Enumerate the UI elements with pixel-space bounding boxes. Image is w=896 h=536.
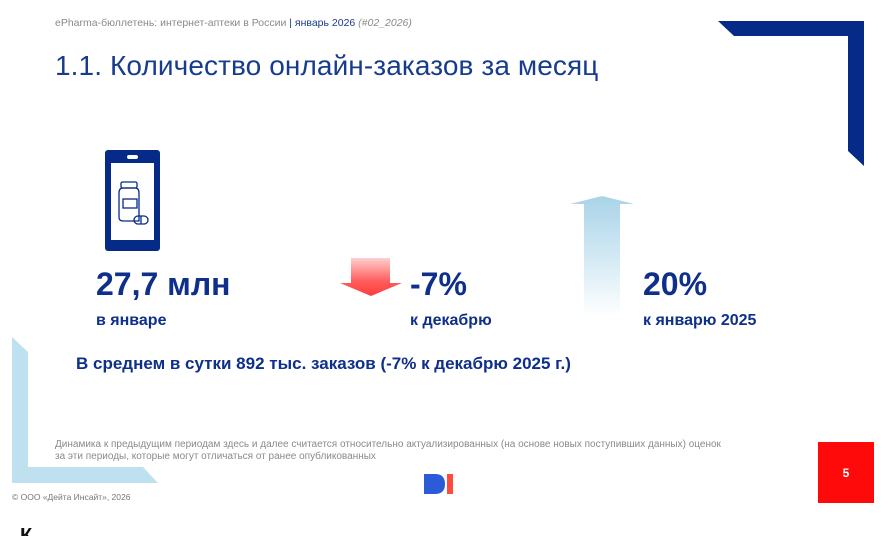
page-number-badge: 5 xyxy=(818,442,874,503)
mom-change-value: -7% xyxy=(410,266,467,302)
orders-count-value: 27,7 млн xyxy=(96,266,231,302)
arrow-down-icon xyxy=(340,258,402,296)
yoy-change-label: к январю 2025 xyxy=(643,312,757,329)
daily-average-summary: В среднем в сутки 892 тыс. заказов (-7% … xyxy=(76,354,571,373)
corner-bracket-bottom-left xyxy=(12,337,158,483)
data-insight-logo xyxy=(424,474,453,494)
orders-count-label: в январе xyxy=(96,312,167,329)
copyright: © ООО «Дейта Инсайт», 2026 xyxy=(12,492,131,502)
corner-bracket-top-right xyxy=(718,21,864,166)
issue-code: (#02_2026) xyxy=(355,17,412,29)
footnote-line-1: Динамика к предыдущим периодам здесь и д… xyxy=(55,439,721,450)
issue-date: январь 2026 xyxy=(291,17,356,29)
footnote: Динамика к предыдущим периодам здесь и д… xyxy=(55,439,805,463)
mom-change-label: к декабрю xyxy=(410,312,492,329)
page-title: 1.1. Количество онлайн-заказов за месяц xyxy=(55,50,599,81)
yoy-change-value: 20% xyxy=(643,266,708,302)
brand-name: ePharma xyxy=(55,17,98,29)
page-number: 5 xyxy=(842,465,850,480)
next-slide-heading-fragment: К xyxy=(20,525,33,536)
footnote-line-2: за эти периоды, которые могут отличаться… xyxy=(55,451,376,462)
bulletin-header: ePharma-бюллетень: интернет-аптеки в Рос… xyxy=(55,17,412,29)
header-separator: | xyxy=(289,17,292,29)
bulletin-subtitle: -бюллетень: интернет-аптеки в России xyxy=(97,17,290,29)
phone-pill-bottle-icon xyxy=(105,150,160,251)
arrow-up-icon xyxy=(570,196,634,316)
